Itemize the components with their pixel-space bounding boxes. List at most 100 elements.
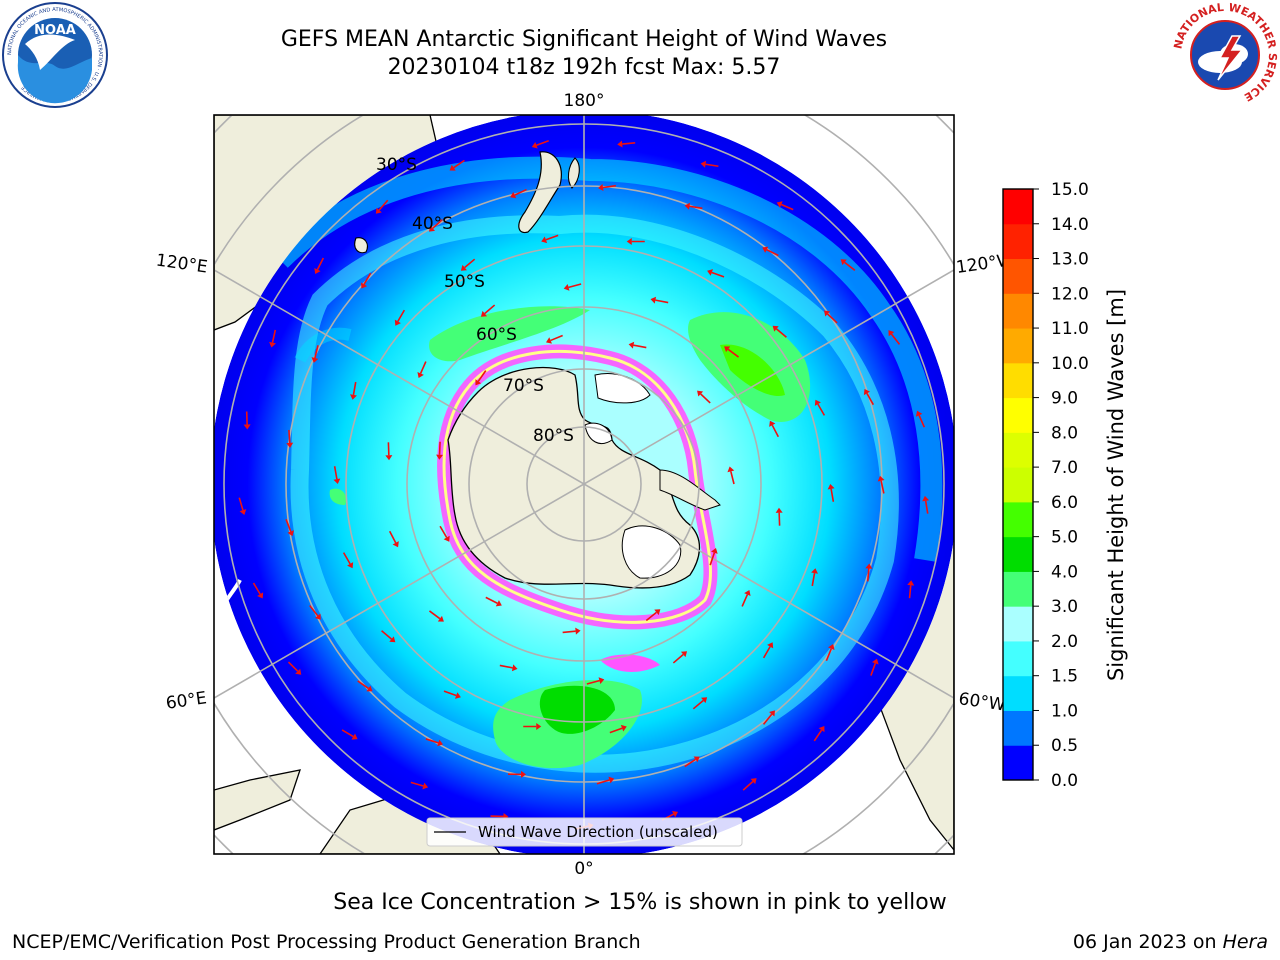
wave-direction-arrow — [586, 679, 600, 685]
wave-direction-arrowhead — [495, 600, 502, 607]
wave-direction-arrowhead — [286, 442, 294, 448]
wave-direction-arrow — [238, 497, 244, 511]
wave-direction-arrow — [692, 699, 704, 710]
wave-direction-arrow — [477, 370, 487, 382]
wave-direction-arrowhead — [449, 164, 456, 171]
wave-direction-arrow — [562, 630, 576, 634]
lat-label-30s: 30°S — [376, 155, 417, 175]
colorbar-tick-label: 9.0 — [1051, 389, 1078, 409]
wave-direction-arrowhead — [775, 507, 783, 513]
wave-direction-arrowhead — [385, 455, 393, 461]
wave-direction-arrow — [341, 729, 354, 738]
wave-direction-arrow — [438, 441, 441, 455]
wave-direction-arrow — [357, 680, 369, 690]
wave-direction-arrow — [287, 661, 299, 672]
wave-direction-arrowhead — [314, 267, 321, 275]
wave-direction-arrow — [866, 568, 870, 582]
colorbar-swatch — [1003, 258, 1033, 294]
lon-label-120e: 120°E — [155, 251, 209, 278]
wave-direction-arrow — [741, 594, 749, 607]
wave-direction-arrow — [844, 261, 856, 271]
wave-direction-arrowhead — [269, 341, 276, 348]
wave-direction-arrow — [252, 582, 261, 595]
wave-direction-arrowhead — [772, 325, 779, 332]
wave-direction-arrow — [866, 392, 875, 406]
wave-direction-arrowhead — [333, 478, 341, 485]
lat-label-80s: 80°S — [533, 426, 574, 446]
wave-direction-arrowhead — [700, 160, 707, 168]
wave-direction-arrowhead — [672, 811, 679, 818]
wave-direction-arrowhead — [375, 207, 382, 214]
wave-direction-arrowhead — [520, 770, 527, 778]
wave-direction-arrowhead — [828, 644, 835, 651]
nws-logo: NATIONAL WEATHER SERVICE — [1171, 1, 1279, 107]
antarctic-peninsula — [659, 469, 721, 511]
lat-label-40s: 40°S — [412, 214, 453, 234]
colorbar-tick-label: 6.0 — [1051, 493, 1078, 513]
wave-direction-arrow — [314, 345, 319, 359]
wave-direction-arrow — [727, 348, 740, 358]
wave-direction-arrowhead — [827, 483, 835, 490]
wave-direction-arrow — [700, 393, 711, 404]
wave-direction-arrowhead — [865, 563, 873, 569]
colorbar-tick-label: 12.0 — [1051, 284, 1089, 304]
colorbar-tick-label: 2.0 — [1051, 632, 1078, 652]
wave-direction-arrow — [633, 344, 647, 349]
lon-label-180: 180° — [564, 91, 605, 111]
wave-direction-arrowhead — [531, 141, 538, 149]
wave-direction-arrowhead — [351, 733, 358, 740]
wave-direction-arrow — [443, 690, 457, 697]
wave-direction-arrow — [813, 729, 823, 742]
wave-direction-arrowhead — [776, 201, 783, 208]
wave-direction-arrowhead — [394, 319, 401, 326]
colorbar-tick-label: 8.0 — [1051, 423, 1078, 443]
lon-label-0: 0° — [574, 859, 593, 879]
colorbar-swatch — [1003, 640, 1033, 677]
wave-direction-arrowhead — [437, 615, 444, 622]
colorbar-tick-label: 0.0 — [1051, 771, 1078, 791]
legend-label: Wind Wave Direction (unscaled) — [478, 823, 718, 841]
wave-direction-arrowhead — [361, 282, 368, 289]
colorbar-tick-label: 3.0 — [1051, 597, 1078, 617]
wave-direction-arrow — [918, 414, 926, 428]
colorbar-tick-label: 13.0 — [1051, 250, 1089, 270]
graticule — [214, 115, 954, 854]
wave-direction-arrowhead — [877, 475, 885, 482]
wave-direction-arrow — [742, 780, 754, 791]
wave-direction-arrowhead — [744, 589, 751, 596]
wave-direction-arrowhead — [545, 337, 552, 344]
wave-direction-arrow — [771, 424, 780, 438]
wave-direction-arrowhead — [684, 202, 691, 210]
colorbar-tick-label: 11.0 — [1051, 319, 1089, 339]
wave-direction-arrowhead — [287, 530, 294, 537]
wave-direction-arrow — [536, 140, 549, 146]
wave-direction-arrow — [499, 664, 513, 669]
wave-direction-arrowhead — [620, 724, 627, 732]
noaa-logo: NATIONAL OCEANIC AND ATMOSPHERIC ADMINIS… — [2, 2, 108, 108]
wave-direction-arrow — [316, 257, 325, 270]
wave-direction-arrowhead — [443, 535, 450, 542]
wave-direction-arrow — [908, 585, 912, 599]
wave-direction-arrowhead — [392, 541, 399, 548]
wave-direction-arrowhead — [295, 668, 302, 675]
wave-direction-arrowhead — [598, 184, 604, 191]
colorbar-swatch — [1003, 675, 1033, 711]
colorbar-swatch — [1003, 223, 1033, 260]
wave-direction-arrowhead — [460, 264, 467, 271]
wave-direction-arrow — [890, 333, 901, 345]
wave-direction-arrow — [388, 530, 397, 544]
wave-direction-arrowhead — [769, 710, 775, 717]
colorbar-tick-label: 10.0 — [1051, 354, 1089, 374]
wave-direction-arrowhead — [824, 310, 831, 317]
wave-direction-arrow — [453, 159, 465, 169]
wave-direction-arrowhead — [511, 664, 518, 672]
colorbar-swatch — [1003, 467, 1033, 503]
tasmania — [354, 237, 368, 254]
wave-direction-arrow — [880, 480, 885, 494]
wave-direction-arrow — [378, 199, 389, 211]
colorbar-swatch — [1003, 710, 1033, 746]
lat-label-70s: 70°S — [503, 376, 544, 396]
colorbar-swatch — [1003, 397, 1033, 433]
wave-direction-arrowhead — [680, 651, 688, 658]
wave-direction-arrowhead — [811, 568, 818, 574]
